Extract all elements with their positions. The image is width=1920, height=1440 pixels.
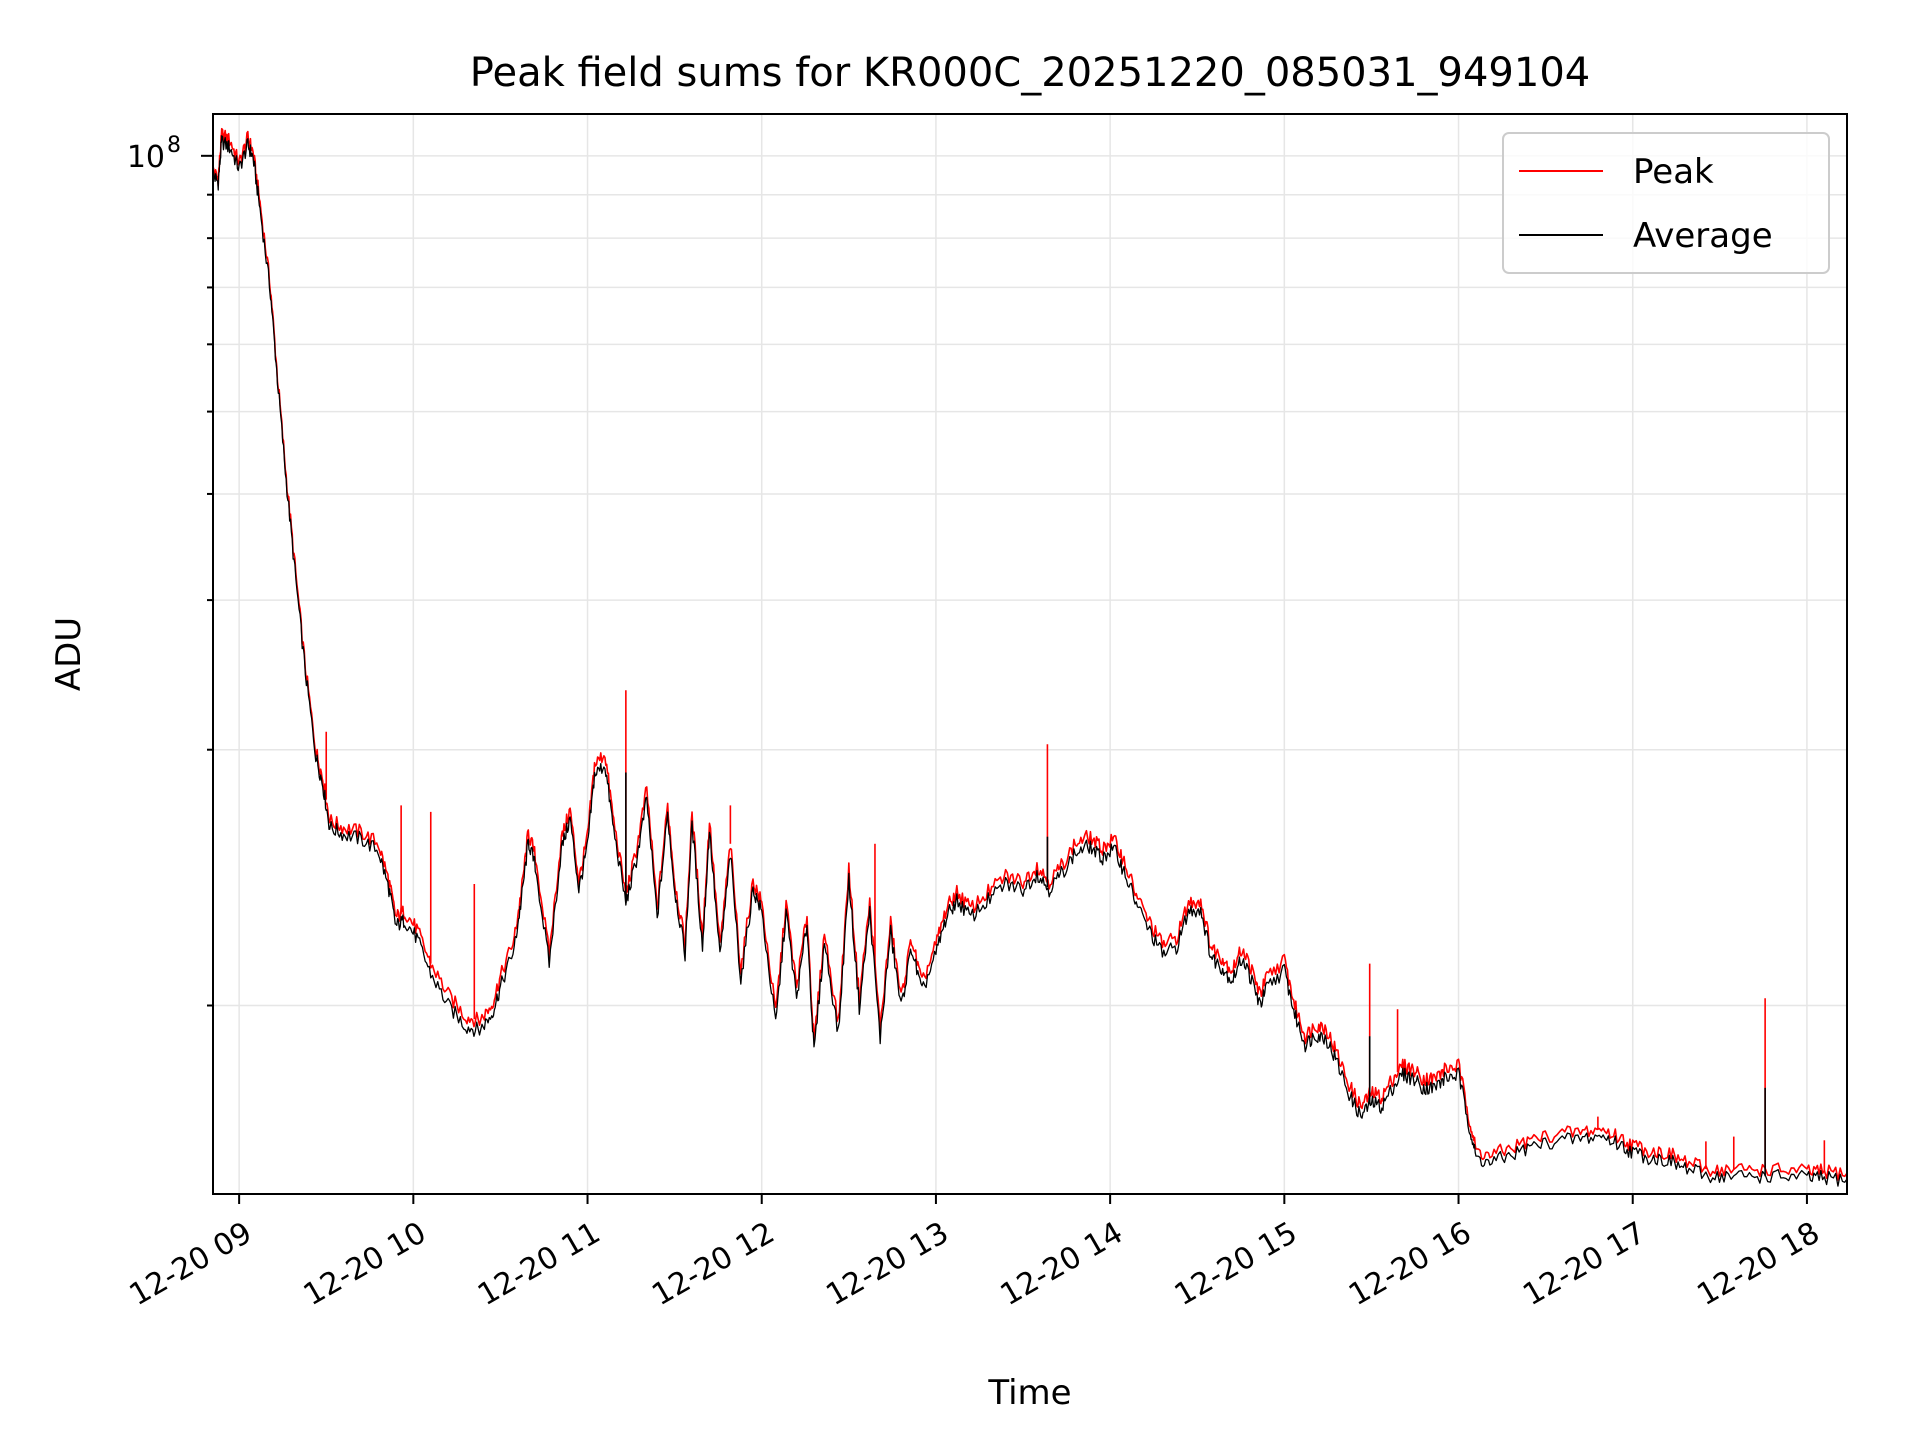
legend-box [1502, 132, 1830, 274]
series-layer [213, 127, 1847, 1187]
series-line-peak [213, 127, 1847, 1181]
y-tick-label-base: 10 [127, 140, 165, 175]
y-tick-label-exponent: 8 [167, 133, 181, 158]
plot-frame [212, 113, 1848, 1195]
legend-label-peak: Peak [1633, 152, 1714, 192]
legend: Peak Average [1502, 132, 1830, 274]
series-line-average [213, 135, 1847, 1187]
y-axis-label: ADU [49, 617, 89, 691]
x-axis-label: Time [987, 1373, 1071, 1413]
chart-title: Peak field sums for KR000C_20251220_0850… [470, 50, 1590, 96]
legend-label-average: Average [1633, 216, 1773, 256]
